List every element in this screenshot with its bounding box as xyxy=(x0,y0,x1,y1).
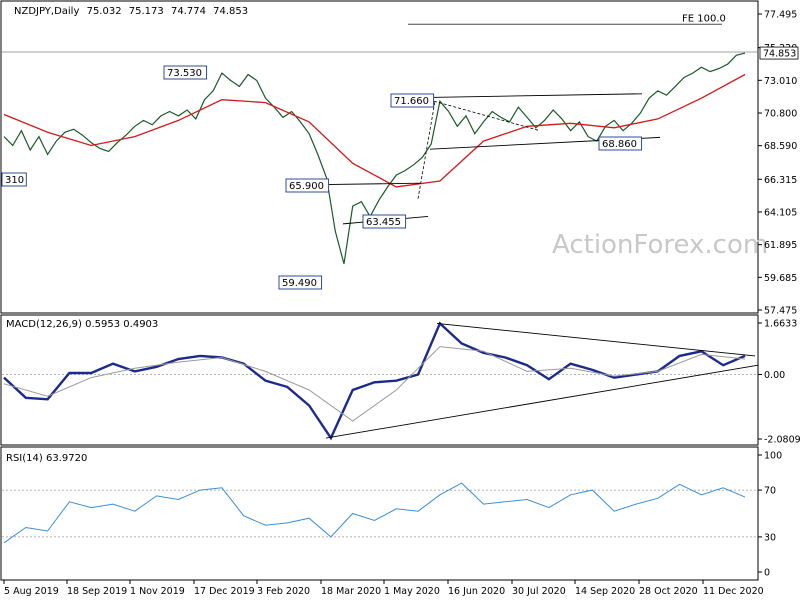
annotation-label: 63.455 xyxy=(366,217,401,228)
price-plot: FE 100.0 74.853 xyxy=(2,13,799,264)
x-tick-label: 30 Jul 2020 xyxy=(512,586,566,597)
annotation-label: 68.860 xyxy=(602,139,637,150)
rsi-tick-label: 100 xyxy=(764,451,782,462)
sma-line xyxy=(3,73,746,188)
price-line xyxy=(3,52,746,264)
macd-tick-label: -2.0809 xyxy=(764,435,800,446)
annotation-label: 65.900 xyxy=(289,181,324,192)
header-high: 75.173 xyxy=(129,6,164,17)
macd-tick-label: 1.6633 xyxy=(764,319,797,330)
rsi-panel: RSI(14) 63.9720 100 70 30 0 xyxy=(0,446,782,581)
price-panel: NZDJPY,Daily 75.032 75.173 74.774 74.853… xyxy=(0,0,799,317)
rsi-y-ticks: 100 70 30 0 xyxy=(758,451,782,579)
annotation-box xyxy=(362,214,407,229)
annotation-label: 59.490 xyxy=(282,278,317,289)
price-tick-label: 66.315 xyxy=(764,175,797,186)
x-tick-label: 14 Sep 2020 xyxy=(575,586,635,597)
dashed-trend-line xyxy=(433,100,541,132)
rsi-tick-label: 30 xyxy=(764,532,776,543)
trend-line xyxy=(314,182,421,186)
header-low: 74.774 xyxy=(171,6,206,17)
x-tick-label: 28 Oct 2020 xyxy=(639,586,698,597)
price-tick-label: 64.105 xyxy=(764,207,797,218)
price-annotations: 73.530 71.660 65.900 63.455 59.490 68.860 310 xyxy=(1,65,643,290)
x-axis: 5 Aug 2019 18 Sep 2019 1 Nov 2019 17 Dec 20… xyxy=(3,580,764,597)
price-tick-label: 70.800 xyxy=(764,108,797,119)
macd-trend-line xyxy=(325,364,759,439)
macd-signal-line xyxy=(3,346,746,422)
x-tick-label: 5 Aug 2019 xyxy=(4,586,59,597)
price-tick-label: 61.895 xyxy=(764,240,797,251)
header-open: 75.032 xyxy=(87,6,122,17)
rsi-line xyxy=(3,482,746,544)
watermark: ActionForex.com xyxy=(552,230,768,260)
x-tick-label: 1 Nov 2019 xyxy=(130,586,185,597)
macd-panel-frame xyxy=(0,314,759,446)
x-tick-label: 17 Dec 2019 xyxy=(194,586,255,597)
annotation-box xyxy=(278,275,323,290)
fe-label: FE 100.0 xyxy=(682,13,726,24)
x-tick-label: 1 May 2020 xyxy=(384,586,440,597)
annotation-box xyxy=(390,93,435,108)
x-tick-label: 11 Dec 2020 xyxy=(703,586,764,597)
macd-plot xyxy=(2,321,759,441)
macd-trend-line xyxy=(436,322,756,357)
annotation-label: 71.660 xyxy=(394,96,429,107)
price-tick-label: 77.495 xyxy=(764,10,797,21)
annotation-box xyxy=(163,65,208,80)
price-tick-label: 73.010 xyxy=(764,76,797,87)
macd-tick-label: 0.00 xyxy=(764,370,785,381)
header-close: 74.853 xyxy=(213,6,248,17)
macd-y-ticks: 1.6633 0.00 -2.0809 xyxy=(758,319,800,446)
price-tick-label: 59.685 xyxy=(764,273,797,284)
x-tick-label: 16 Jun 2020 xyxy=(448,586,505,597)
x-tick-label: 3 Feb 2020 xyxy=(257,586,310,597)
macd-title: MACD(12,26,9) 0.5953 0.4903 xyxy=(6,319,158,330)
rsi-panel-frame xyxy=(0,446,759,581)
header-symbol: NZDJPY,Daily xyxy=(14,6,79,17)
price-tick-label: 68.590 xyxy=(764,141,797,152)
x-tick-label: 18 Mar 2020 xyxy=(321,586,381,597)
trend-line xyxy=(429,93,643,98)
rsi-tick-label: 0 xyxy=(764,568,770,579)
macd-line xyxy=(3,321,746,441)
price-tick-label: 57.475 xyxy=(764,306,797,317)
x-tick-label: 18 Sep 2019 xyxy=(67,586,127,597)
annotation-box xyxy=(1,172,27,187)
price-header: NZDJPY,Daily 75.032 75.173 74.774 74.853 xyxy=(14,6,248,17)
rsi-tick-label: 70 xyxy=(764,486,776,497)
last-price-label: 74.853 xyxy=(763,49,796,60)
annotation-box xyxy=(598,136,643,151)
rsi-plot xyxy=(2,482,758,544)
price-panel-frame xyxy=(0,0,759,314)
annotation-box xyxy=(285,178,330,193)
annotation-label: 73.530 xyxy=(167,68,202,79)
annotation-label: 310 xyxy=(5,175,24,186)
dashed-trend-line xyxy=(417,101,436,199)
last-price-box xyxy=(759,46,799,60)
rsi-title: RSI(14) 63.9720 xyxy=(6,453,87,464)
macd-panel: MACD(12,26,9) 0.5953 0.4903 1.6633 0.00 -2… xyxy=(0,314,800,446)
